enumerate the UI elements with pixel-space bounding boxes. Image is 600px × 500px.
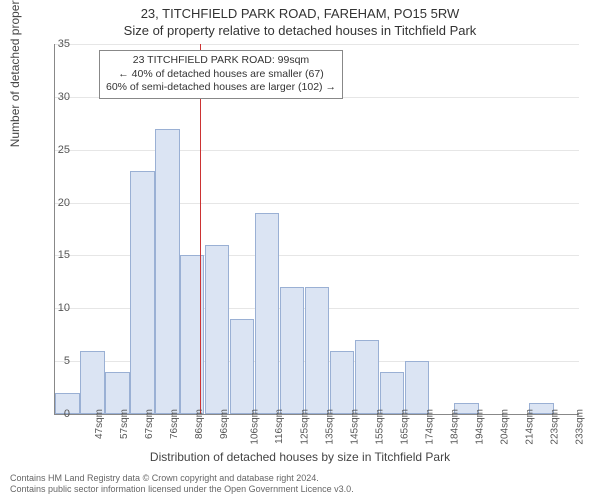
x-tick-label: 135sqm xyxy=(325,409,336,445)
y-tick-label: 30 xyxy=(30,91,70,103)
y-tick-label: 0 xyxy=(30,408,70,420)
chart-container: 23, TITCHFIELD PARK ROAD, FAREHAM, PO15 … xyxy=(0,0,600,500)
histogram-bar xyxy=(355,340,379,414)
x-tick-label: 194sqm xyxy=(474,409,485,445)
chart-title-main: 23, TITCHFIELD PARK ROAD, FAREHAM, PO15 … xyxy=(0,0,600,21)
histogram-bar xyxy=(255,213,279,414)
histogram-bar xyxy=(305,287,329,414)
gridline xyxy=(55,44,579,45)
footer-line-2: Contains public sector information licen… xyxy=(10,484,590,496)
histogram-bar xyxy=(230,319,254,414)
x-tick-label: 184sqm xyxy=(449,409,460,445)
x-tick-label: 145sqm xyxy=(350,409,361,445)
histogram-bar xyxy=(130,171,154,414)
x-tick-label: 125sqm xyxy=(300,409,311,445)
y-axis-label: Number of detached properties xyxy=(8,0,22,147)
x-tick-label: 106sqm xyxy=(250,409,261,445)
histogram-bar xyxy=(330,351,354,414)
x-tick-label: 223sqm xyxy=(549,409,560,445)
chart-title-sub: Size of property relative to detached ho… xyxy=(0,21,600,38)
histogram-bar xyxy=(80,351,104,414)
x-axis-label: Distribution of detached houses by size … xyxy=(0,450,600,464)
annotation-box: 23 TITCHFIELD PARK ROAD: 99sqm← 40% of d… xyxy=(99,50,343,99)
reference-line xyxy=(200,44,201,414)
gridline xyxy=(55,150,579,151)
x-tick-label: 116sqm xyxy=(274,409,285,444)
annotation-line-1: 23 TITCHFIELD PARK ROAD: 99sqm xyxy=(106,54,336,68)
footer-attribution: Contains HM Land Registry data © Crown c… xyxy=(10,473,590,496)
x-tick-label: 86sqm xyxy=(194,409,205,439)
x-tick-label: 47sqm xyxy=(94,409,105,439)
histogram-bar xyxy=(205,245,229,414)
y-tick-label: 15 xyxy=(30,249,70,261)
y-tick-label: 10 xyxy=(30,302,70,314)
histogram-bar xyxy=(155,129,179,414)
y-tick-label: 5 xyxy=(30,355,70,367)
x-tick-label: 57sqm xyxy=(119,409,130,439)
annotation-line-3: 60% of semi-detached houses are larger (… xyxy=(106,81,336,95)
x-tick-label: 214sqm xyxy=(524,409,535,445)
x-tick-label: 76sqm xyxy=(169,409,180,439)
x-tick-label: 155sqm xyxy=(375,409,386,445)
histogram-bar xyxy=(280,287,304,414)
x-tick-label: 67sqm xyxy=(144,409,155,439)
annotation-line-2: ← 40% of detached houses are smaller (67… xyxy=(106,68,336,82)
footer-line-1: Contains HM Land Registry data © Crown c… xyxy=(10,473,590,485)
histogram-bar xyxy=(405,361,429,414)
y-tick-label: 20 xyxy=(30,197,70,209)
x-tick-label: 204sqm xyxy=(499,409,510,445)
x-tick-label: 174sqm xyxy=(424,409,435,445)
y-tick-label: 25 xyxy=(30,144,70,156)
histogram-bar xyxy=(380,372,404,414)
x-tick-label: 233sqm xyxy=(574,409,585,445)
histogram-bar xyxy=(105,372,129,414)
plot-area: 23 TITCHFIELD PARK ROAD: 99sqm← 40% of d… xyxy=(54,44,579,415)
x-tick-label: 96sqm xyxy=(219,409,230,439)
y-tick-label: 35 xyxy=(30,38,70,50)
x-tick-label: 165sqm xyxy=(399,409,410,445)
